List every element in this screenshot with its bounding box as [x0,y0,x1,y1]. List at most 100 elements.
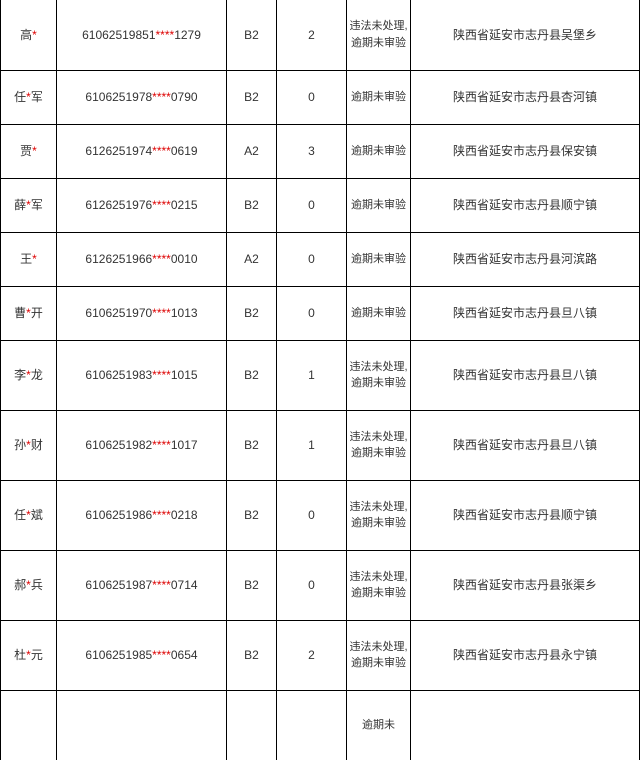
name-prefix: 杜 [14,648,26,662]
address-cell: 陕西省延安市志丹县吴堡乡 [411,0,640,70]
id-suffix: 0215 [171,198,198,212]
num-cell [277,690,347,760]
address-cell: 陕西省延安市志丹县杏河镇 [411,70,640,124]
name-cell: 曹*开 [1,286,57,340]
id-suffix: 0714 [171,578,198,592]
name-mask: * [32,252,37,266]
status-cell: 逾期未审验 [347,70,411,124]
id-cell: 6126251976****0215 [57,178,227,232]
name-prefix: 薛 [14,198,26,212]
name-cell: 薛*军 [1,178,57,232]
count-cell: 0 [277,480,347,550]
id-prefix: 6106251983 [85,368,152,382]
id-suffix: 1015 [171,368,198,382]
count-cell: 1 [277,410,347,480]
id-cell: 6126251974****0619 [57,124,227,178]
status-cell: 逾期未审验 [347,232,411,286]
status-cell: 违法未处理,逾期未审验 [347,0,411,70]
type-cell: B2 [227,410,277,480]
type-cell: A2 [227,124,277,178]
status-cell: 逾期未审验 [347,178,411,232]
id-mask: **** [152,144,171,158]
table-row: 高* 61062519851****1279 B22违法未处理,逾期未审验陕西省延安… [1,0,640,70]
status-cell: 违法未处理,逾期未审验 [347,550,411,620]
count-cell: 3 [277,124,347,178]
name-mask: * [32,144,37,158]
status-cell: 逾期未审验 [347,286,411,340]
address-cell: 陕西省延安市志丹县张渠乡 [411,550,640,620]
count-cell: 2 [277,620,347,690]
address-cell: 陕西省延安市志丹县旦八镇 [411,340,640,410]
table-row: 杜*元 6106251985****0654 B22违法未处理,逾期未审验陕西省延安… [1,620,640,690]
type-cell: B2 [227,620,277,690]
address-cell: 陕西省延安市志丹县旦八镇 [411,286,640,340]
type-cell: B2 [227,480,277,550]
status-cell: 违法未处理,逾期未审验 [347,410,411,480]
name-prefix: 王 [20,252,32,266]
name-prefix: 曹 [14,306,26,320]
address-cell: 陕西省延安市志丹县保安镇 [411,124,640,178]
name-suffix: 龙 [31,368,43,382]
name-prefix: 贾 [20,144,32,158]
id-prefix: 61062519851 [82,28,155,42]
id-cell: 6106251978****0790 [57,70,227,124]
id-prefix: 6106251985 [85,648,152,662]
table-row: 任*斌6106251986****0218B20违法未处理,逾期未审验陕西省延安… [1,480,640,550]
address-cell: 陕西省延安市志丹县顺宁镇 [411,480,640,550]
table-row: 孙*财6106251982****1017B21违法未处理,逾期未审验陕西省延安… [1,410,640,480]
name-prefix: 高 [20,28,32,42]
name-cell: 李*龙 [1,340,57,410]
type-cell [227,690,277,760]
id-mask: **** [152,252,171,266]
id-prefix: 6106251978 [85,90,152,104]
id-mask: **** [152,648,171,662]
id-suffix: 0010 [171,252,198,266]
id-suffix: 0619 [171,144,198,158]
count-cell: 1 [277,340,347,410]
id-mask: **** [152,368,171,382]
count-cell: 2 [277,0,347,70]
id-prefix: 6106251970 [85,306,152,320]
id-cell: 6106251987****0714 [57,550,227,620]
table-row: 郝*兵6106251987****0714B20违法未处理,逾期未审验陕西省延安… [1,550,640,620]
name-mask: * [32,28,37,42]
table-row: 贾*6126251974****0619A23逾期未审验陕西省延安市志丹县保安镇 [1,124,640,178]
address-cell: 陕西省延安市志丹县永宁镇 [411,620,640,690]
name-cell: 任*军 [1,70,57,124]
count-cell: 0 [277,178,347,232]
name-cell: 杜*元 [1,620,57,690]
status-cell: 违法未处理,逾期未审验 [347,620,411,690]
table-row: 薛*军6126251976****0215B20逾期未审验陕西省延安市志丹县顺宁… [1,178,640,232]
id-prefix: 6106251987 [85,578,152,592]
table-row: 王*6126251966****0010A20逾期未审验陕西省延安市志丹县河滨路 [1,232,640,286]
addr-cell [411,690,640,760]
id-suffix: 0654 [171,648,198,662]
id-suffix: 1013 [171,306,198,320]
id-mask: **** [152,578,171,592]
id-mask: **** [152,306,171,320]
name-suffix: 开 [31,306,43,320]
id-prefix: 6126251974 [85,144,152,158]
id-cell: 6106251983****1015 [57,340,227,410]
name-suffix: 财 [31,438,43,452]
count-cell: 0 [277,286,347,340]
count-cell: 0 [277,232,347,286]
id-suffix: 0218 [171,508,198,522]
status-cell: 违法未处理,逾期未审验 [347,480,411,550]
type-cell: B2 [227,0,277,70]
name-suffix: 军 [31,198,43,212]
table-row: 任*军6106251978****0790B20逾期未审验陕西省延安市志丹县杏河… [1,70,640,124]
id-mask: **** [152,198,171,212]
id-cell: 6106251986****0218 [57,480,227,550]
status-cell: 违法未处理,逾期未审验 [347,340,411,410]
id-mask: **** [152,90,171,104]
id-suffix: 1279 [174,28,201,42]
id-cell: 6106251982****1017 [57,410,227,480]
table-row: 曹*开 6106251970****1013 B20逾期未审验陕西省延安市志丹县旦八… [1,286,640,340]
type-cell: B2 [227,286,277,340]
id-mask: **** [156,28,175,42]
status-cell: 逾期未审验 [347,124,411,178]
address-cell: 陕西省延安市志丹县河滨路 [411,232,640,286]
id-mask: **** [152,508,171,522]
name-suffix: 军 [31,90,43,104]
